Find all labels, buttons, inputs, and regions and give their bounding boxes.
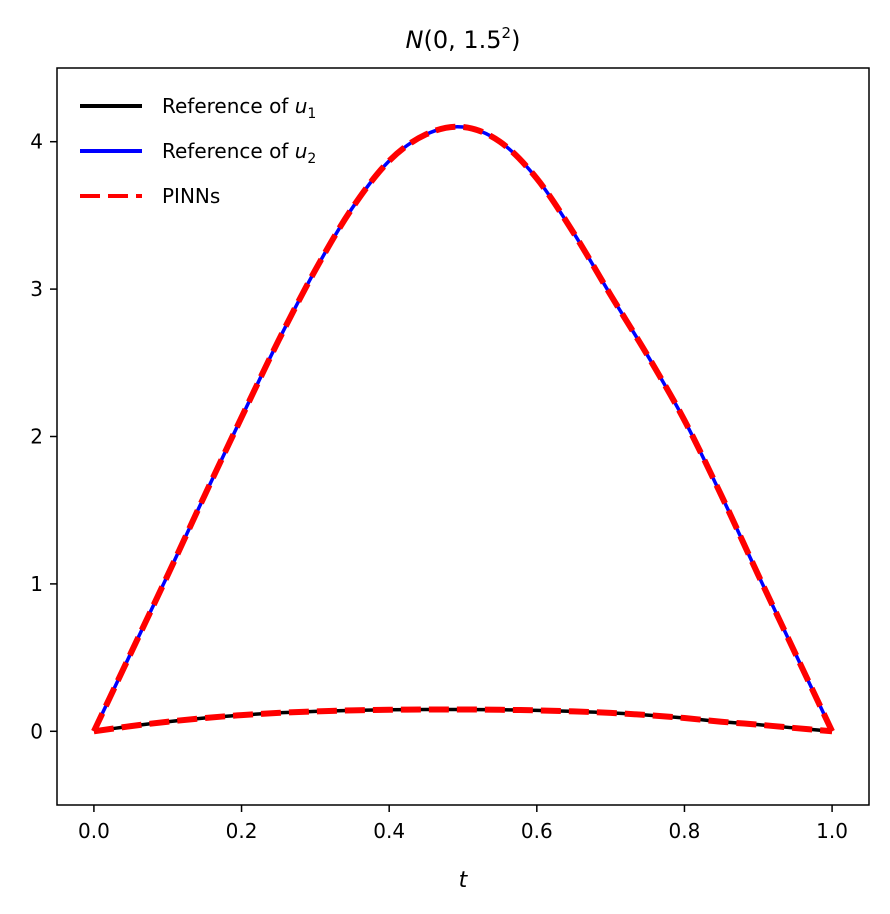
- x-axis-label: t: [459, 868, 469, 893]
- series-line-ref_u2: [92, 124, 834, 733]
- chart-title-sup: 2: [502, 24, 512, 42]
- chart-title-open: (0, 1.5: [423, 26, 501, 54]
- legend-sub-1: 2: [307, 151, 316, 167]
- legend-sub-0: 1: [307, 106, 316, 122]
- y-axis-ticks: 0 1 2 3 4: [30, 130, 57, 743]
- y-tick-label-4: 4: [30, 130, 43, 154]
- legend-label-1: Reference of u2: [162, 139, 316, 167]
- legend-var-1: u: [295, 139, 308, 163]
- series-line-pinns_u2: [91, 123, 835, 733]
- y-tick-label-3: 3: [30, 277, 43, 301]
- x-axis-ticks: 0.0 0.2 0.4 0.6 0.8 1.0: [78, 805, 848, 843]
- x-tick-label-4: 0.8: [669, 819, 701, 843]
- legend-text-1: Reference of: [162, 139, 295, 163]
- chart-title: N(0, 1.52): [406, 24, 521, 54]
- plot-frame: [56, 67, 870, 806]
- y-tick-label-2: 2: [30, 425, 43, 449]
- series-layer: [91, 123, 835, 735]
- legend-label-0: Reference of u1: [162, 94, 316, 122]
- legend-label-2: PINNs: [162, 184, 220, 208]
- chart-title-close: ): [511, 26, 520, 54]
- legend-var-0: u: [295, 94, 308, 118]
- x-tick-label-2: 0.4: [373, 819, 405, 843]
- x-tick-label-5: 1.0: [816, 819, 848, 843]
- series-line-pinns_u1: [93, 706, 833, 735]
- y-tick-label-1: 1: [30, 572, 43, 596]
- y-tick-label-0: 0: [30, 719, 43, 743]
- legend-text-2: PINNs: [162, 184, 220, 208]
- x-tick-label-1: 0.2: [226, 819, 258, 843]
- x-tick-label-3: 0.6: [521, 819, 553, 843]
- legend-text-0: Reference of: [162, 94, 295, 118]
- x-tick-label-0: 0.0: [78, 819, 110, 843]
- chart-title-main: N: [406, 26, 424, 54]
